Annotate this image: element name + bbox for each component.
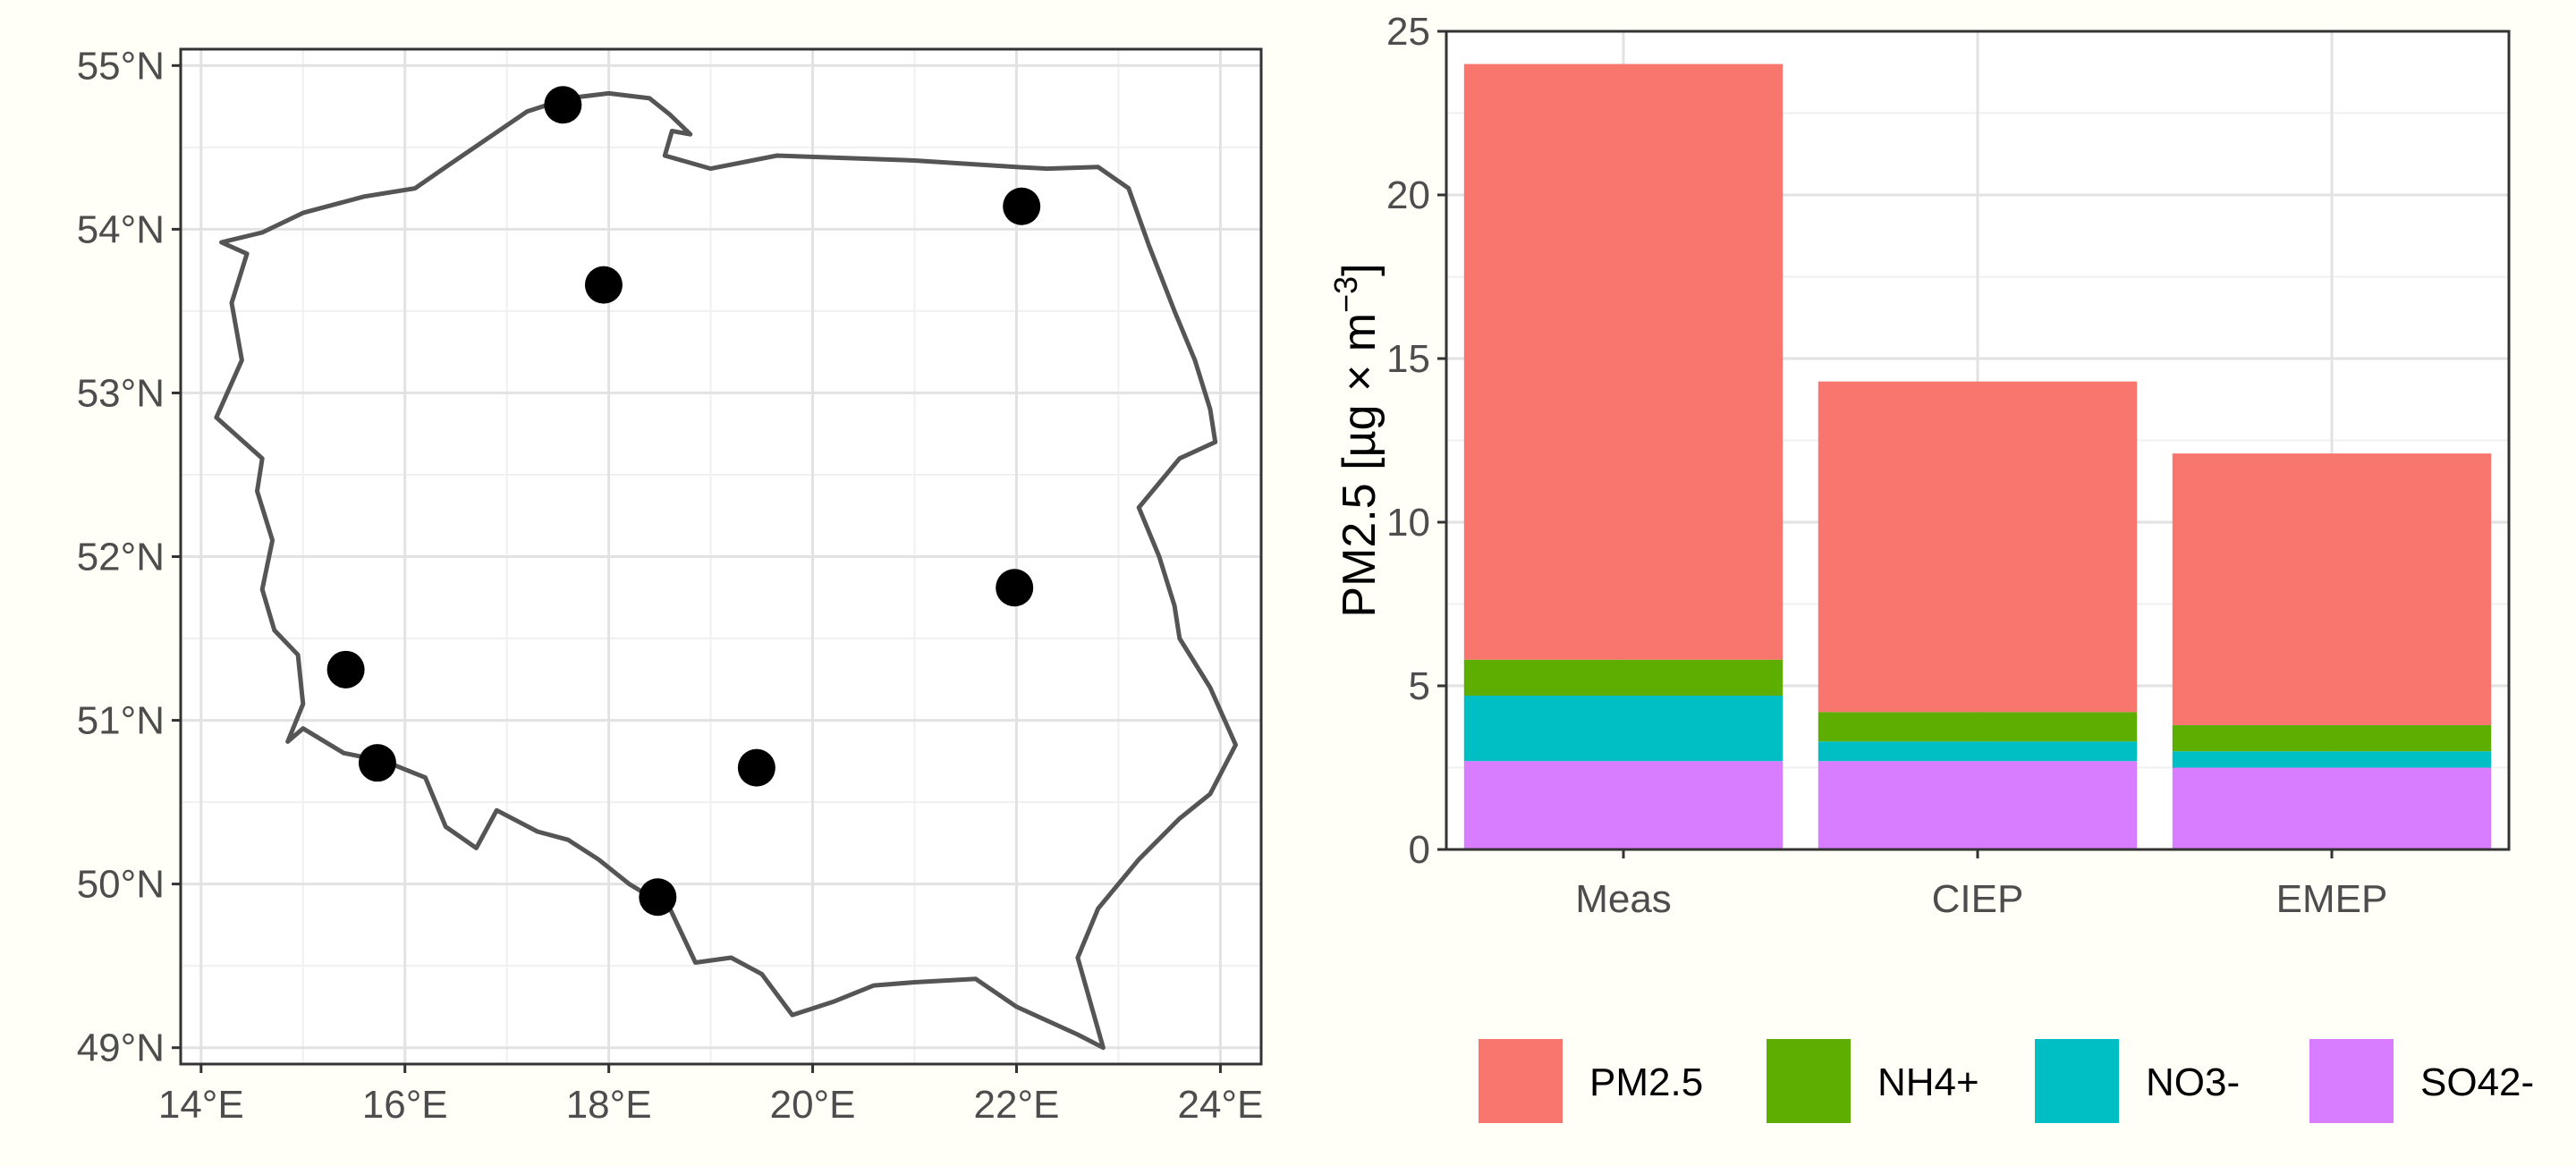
legend-key-no3	[2035, 1039, 2119, 1123]
map-y-tick-label: 51°N	[77, 699, 165, 743]
bar-segment-nh4	[1463, 659, 1784, 696]
bar-segment-pm25	[2172, 453, 2492, 725]
station-point	[584, 266, 623, 304]
bar-y-tick-label: 0	[1409, 828, 1430, 872]
map-y-tick-label: 54°N	[77, 207, 165, 251]
map-panel: 14°E 16°E 18°E 20°E 22°E 24°E 49°N 50°N 51°N 52°N…	[77, 44, 1264, 1127]
station-point	[996, 569, 1034, 607]
legend-label-nh4: NH4+	[1877, 1060, 1979, 1104]
map-y-tick-label: 53°N	[77, 371, 165, 415]
legend-label-no3: NO3-	[2146, 1060, 2240, 1104]
legend-key-pm25	[1479, 1039, 1563, 1123]
bar-y-tick-label: 10	[1386, 501, 1430, 545]
map-y-tick-label: 55°N	[77, 44, 165, 88]
bar-segment-no3	[2172, 751, 2492, 768]
map-y-tick-label: 52°N	[77, 536, 165, 579]
bar-segment-no3	[1818, 741, 2138, 762]
station-point	[737, 748, 775, 787]
bar-y-tick-label: 5	[1409, 664, 1430, 708]
map-x-tick-label: 20°E	[770, 1083, 856, 1127]
map-x-tick-label: 24°E	[1177, 1083, 1263, 1127]
bar-x-tick-label: CIEP	[1932, 877, 2024, 921]
bar-segment-nh4	[1818, 712, 2138, 742]
map-x-tick-label: 18°E	[566, 1083, 652, 1127]
map-x-tick-label: 22°E	[974, 1083, 1060, 1127]
station-point	[326, 650, 365, 689]
bar-segment-no3	[1463, 695, 1784, 762]
station-point	[358, 744, 396, 782]
bar-y-tick-label: 25	[1386, 10, 1430, 54]
station-point	[544, 86, 582, 124]
map-x-tick-label: 14°E	[158, 1083, 244, 1127]
map-y-tick-label: 50°N	[77, 863, 165, 907]
legend-key-so42	[2309, 1039, 2394, 1123]
legend-label-so42: SO42-	[2420, 1060, 2534, 1104]
legend: PM2.5 NH4+ NO3- SO42-	[1479, 1039, 2534, 1123]
station-point	[639, 878, 677, 917]
bar-y-tick-label: 15	[1386, 337, 1430, 381]
legend-label-pm25: PM2.5	[1589, 1060, 1703, 1104]
bar-segment-nh4	[2172, 724, 2492, 752]
bar-x-tick-label: Meas	[1575, 877, 1672, 921]
poland-border-outline	[214, 90, 1238, 1051]
bar-segment-pm25	[1463, 63, 1784, 660]
bar-y-tick-label: 20	[1386, 173, 1430, 217]
station-point	[1003, 187, 1041, 225]
bar-x-tick-label: EMEP	[2276, 877, 2388, 921]
bar-segment-so42	[2172, 767, 2492, 849]
bar-chart-panel: 0 5 10 15 20 25 Meas CIEP EMEP PM2.5 [µg × m−3]	[1327, 10, 2511, 921]
bar-segment-pm25	[1818, 381, 2138, 713]
bar-y-axis-label: PM2.5 [µg × m−3]	[1327, 263, 1385, 617]
map-x-tick-label: 16°E	[362, 1083, 448, 1127]
map-y-tick-label: 49°N	[77, 1027, 165, 1070]
legend-key-nh4	[1767, 1039, 1851, 1123]
bar-segment-so42	[1818, 761, 2138, 849]
bar-segment-so42	[1463, 761, 1784, 849]
